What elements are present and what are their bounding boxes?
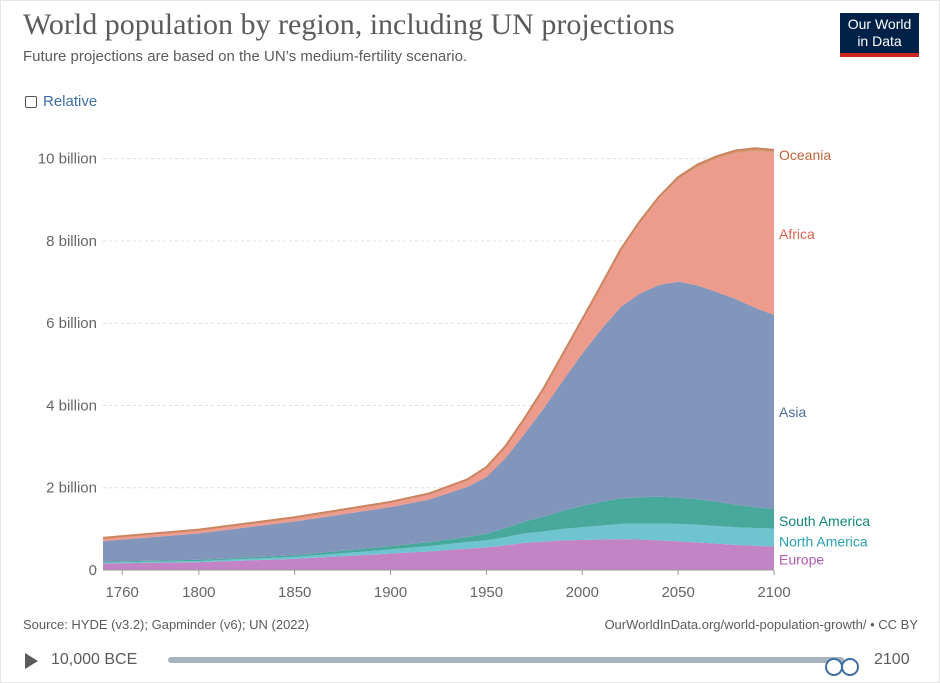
- series-label-africa[interactable]: Africa: [779, 226, 815, 242]
- series-label-asia[interactable]: Asia: [779, 404, 806, 420]
- source-note: Source: HYDE (v3.2); Gapminder (v6); UN …: [23, 617, 310, 632]
- timeline-start-label: 10,000 BCE: [51, 651, 138, 668]
- owid-logo[interactable]: Our World in Data: [840, 13, 919, 57]
- relative-checkbox[interactable]: [25, 95, 37, 108]
- chart-subtitle: Future projections are based on the UN’s…: [23, 48, 468, 65]
- area-north-america[interactable]: [103, 523, 774, 564]
- x-tick-label: 2100: [757, 584, 790, 601]
- x-tick-label: 1900: [374, 584, 407, 601]
- population-area-chart: 0 2 billion 4 billion 6 billion 8 billion 10 …: [38, 147, 870, 601]
- area-asia[interactable]: [103, 281, 774, 562]
- series-label-north-america[interactable]: North America: [779, 533, 868, 549]
- x-tick-label: 1950: [470, 584, 503, 601]
- oceania-outline: [102, 147, 775, 539]
- series-label-south-america[interactable]: South America: [779, 513, 870, 529]
- y-tick-label: 8 billion: [46, 233, 97, 250]
- timeline-end-label: 2100: [874, 651, 910, 668]
- play-icon[interactable]: [25, 653, 38, 669]
- credit-link[interactable]: OurWorldInData.org/world-population-grow…: [604, 617, 918, 632]
- timeline-track[interactable]: [168, 657, 859, 676]
- area-south-america[interactable]: [103, 496, 774, 563]
- x-tick-label: 2050: [661, 584, 694, 601]
- series-label-europe[interactable]: Europe: [779, 552, 824, 568]
- x-tick-label: 1850: [278, 584, 311, 601]
- timeline-end-handle[interactable]: [841, 658, 859, 676]
- logo-line-2: in Data: [857, 33, 902, 49]
- x-tick-label: 2000: [566, 584, 599, 601]
- y-tick-label: 0: [89, 562, 97, 579]
- y-tick-label: 4 billion: [46, 397, 97, 414]
- x-tick-label: 1760: [105, 584, 138, 601]
- relative-toggle[interactable]: Relative: [25, 93, 97, 110]
- series-label-oceania[interactable]: Oceania: [779, 147, 831, 163]
- x-tick-label: 1800: [182, 584, 215, 601]
- chart-title: World population by region, including UN…: [23, 8, 675, 41]
- y-tick-label: 6 billion: [46, 315, 97, 332]
- y-tick-label: 10 billion: [38, 151, 97, 168]
- relative-label: Relative: [43, 93, 98, 110]
- y-tick-label: 2 billion: [46, 480, 97, 497]
- area-europe[interactable]: [103, 539, 774, 570]
- timeline: 10,000 BCE 2100: [23, 648, 918, 676]
- area-africa[interactable]: [103, 151, 774, 542]
- logo-line-1: Our World: [847, 16, 912, 32]
